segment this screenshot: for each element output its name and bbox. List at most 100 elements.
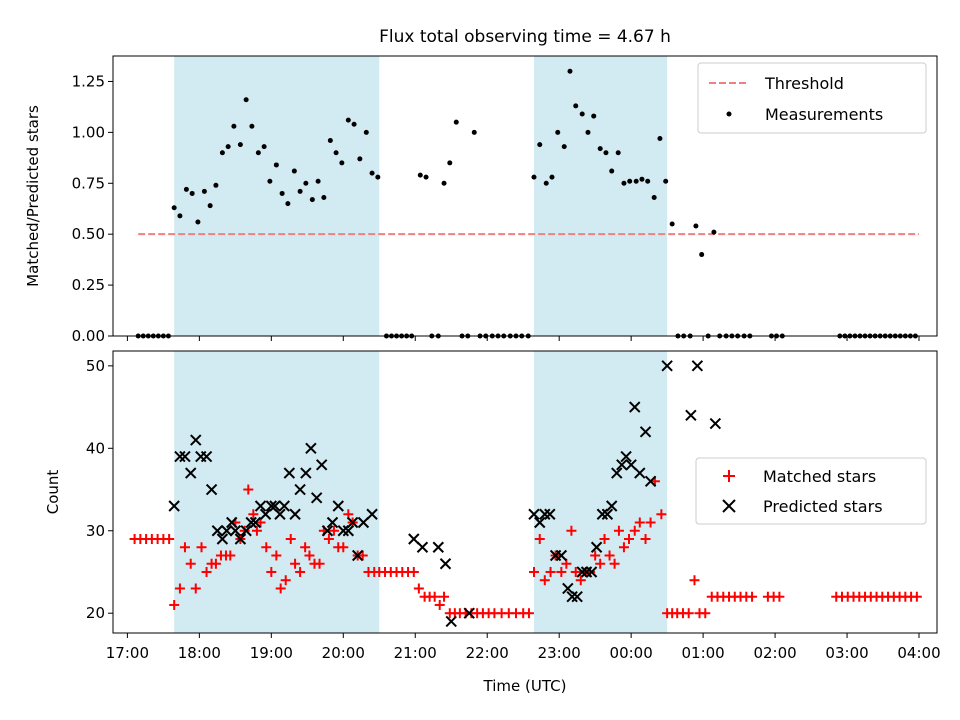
measurement-point [369, 170, 375, 176]
measurement-point [249, 123, 255, 129]
x-tick-label: 22:00 [466, 644, 509, 662]
predicted-star-point [644, 475, 657, 487]
matched-star-point [439, 591, 450, 602]
predicted-star-point [416, 541, 429, 553]
predicted-marker-b [534, 516, 546, 529]
measurement-point [189, 190, 195, 196]
measurement-point [357, 156, 363, 162]
predicted-marker-b [606, 500, 618, 512]
x-tick-label: 01:00 [681, 644, 724, 662]
predicted-marker-b [644, 475, 657, 487]
y-tick-label: 0.25 [72, 276, 105, 294]
matched-star-point [613, 525, 624, 536]
predicted-star-point [249, 516, 262, 529]
matched-star-point [285, 534, 296, 544]
predicted-marker-b [226, 516, 238, 529]
measurement-point [351, 121, 357, 127]
predicted-marker-b [585, 566, 598, 578]
matched-star-point [609, 558, 620, 569]
y-tick-label: 40 [86, 439, 105, 457]
matched-star-point [251, 525, 262, 536]
predicted-star-point [342, 525, 355, 537]
predicted-marker-b [278, 500, 290, 512]
measurement-point [183, 186, 189, 192]
predicted-star-point [168, 500, 180, 512]
predicted-star-point [616, 459, 628, 471]
predicted-marker-b [185, 467, 197, 479]
predicted-marker-b [294, 483, 306, 496]
predicted-star-point [310, 492, 323, 504]
matched-star-point [575, 575, 586, 586]
predicted-marker-b [571, 591, 583, 603]
measurement-point [711, 229, 717, 235]
predicted-marker-b [566, 591, 578, 603]
measurement-point [597, 146, 603, 152]
predicted-star-point [216, 533, 229, 545]
predicted-star-point [337, 525, 349, 537]
measurement-point [309, 197, 315, 203]
matched-star-point [570, 566, 581, 577]
matched-star-point [225, 550, 236, 561]
chart-title: Flux total observing time = 4.67 h [379, 27, 671, 47]
measurement-point [303, 180, 309, 186]
measurement-point [423, 174, 429, 180]
matched-star-point [683, 608, 694, 619]
measurement-point [345, 117, 351, 123]
predicted-star-point [580, 566, 593, 578]
measurement-point [543, 180, 549, 186]
measurement-point [579, 111, 585, 117]
measurement-point [243, 97, 249, 103]
matched-star-point [266, 566, 277, 577]
measurement-point [219, 150, 225, 156]
measurement-point [255, 150, 261, 156]
measurement-point [333, 150, 339, 156]
count-y-axis-label: Count [44, 470, 62, 515]
predicted-star-point [634, 467, 646, 479]
predicted-marker-b [691, 360, 704, 372]
measurements-legend-marker [726, 111, 732, 117]
measurement-point [375, 174, 381, 180]
predicted-star-point [528, 508, 540, 520]
predicted-marker-b [321, 525, 334, 537]
matched-star-point [747, 591, 758, 602]
measurement-point [561, 144, 567, 150]
x-tick-label: 03:00 [825, 644, 868, 662]
predicted-marker-b [616, 459, 628, 471]
observing-windows [174, 56, 668, 336]
matched-star-point [261, 542, 272, 553]
predicted-star-point [300, 467, 312, 479]
measurement-point [603, 150, 609, 156]
x-tick-label: 21:00 [394, 644, 437, 662]
predicted-star-point [539, 508, 551, 520]
measurement-point [693, 223, 699, 229]
measurement-point [321, 195, 327, 201]
predicted-star-point [351, 549, 364, 562]
matched-star-point [434, 599, 445, 610]
observing-window-shade [174, 56, 380, 336]
x-tick-label: 04:00 [897, 644, 940, 662]
predicted-marker-b [661, 360, 673, 372]
predicted-star-point [571, 591, 583, 603]
predicted-marker-b [310, 492, 323, 504]
predicted-star-point [534, 516, 546, 529]
predicted-marker-b [439, 558, 452, 570]
measurement-point [657, 135, 663, 141]
measurement-point [177, 213, 183, 219]
count-y-axis: 20 30 40 50 [86, 357, 113, 622]
measurement-point [663, 178, 669, 184]
predicted-star-point [265, 500, 278, 512]
y-tick-label: 1.25 [72, 72, 105, 90]
matched-star-point [590, 550, 601, 561]
predicted-marker-b [463, 607, 475, 619]
predicted-marker-b [539, 508, 551, 520]
matched-star-point [534, 534, 545, 544]
matched-star-point [164, 534, 175, 544]
predicted-marker-b [342, 525, 355, 537]
predicted-marker-b [245, 516, 257, 529]
predicted-star-point [544, 508, 556, 520]
predicted-star-point [639, 426, 652, 438]
matched-star-point [408, 566, 419, 577]
predicted-star-point [332, 500, 344, 512]
matched-star-point [566, 525, 577, 536]
predicted-star-point [439, 558, 452, 570]
